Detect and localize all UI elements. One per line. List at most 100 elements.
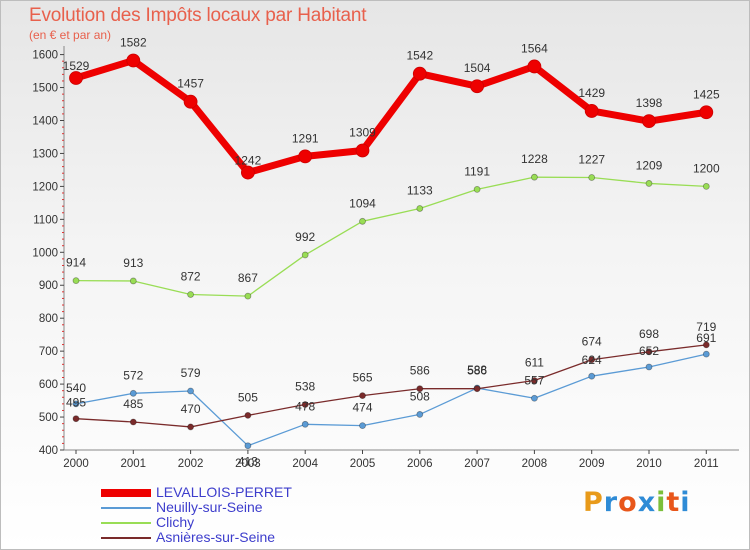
data-label: 913 bbox=[123, 256, 143, 270]
legend-label: Asnières-sur-Seine bbox=[156, 529, 276, 545]
data-label: 485 bbox=[123, 397, 143, 411]
data-point bbox=[588, 372, 596, 380]
data-point bbox=[527, 59, 542, 74]
y-tick-label: 1500 bbox=[32, 83, 58, 95]
data-point bbox=[645, 363, 653, 371]
data-label: 579 bbox=[181, 366, 201, 380]
data-label: 1242 bbox=[235, 154, 262, 168]
data-label: 505 bbox=[238, 390, 258, 404]
data-point bbox=[129, 418, 137, 426]
series-line-3 bbox=[75, 344, 707, 428]
logo-letter: o bbox=[618, 487, 638, 518]
data-point bbox=[416, 411, 424, 418]
x-tick-label: 2007 bbox=[464, 458, 490, 470]
data-point bbox=[183, 94, 198, 109]
data-label: 1228 bbox=[521, 152, 548, 166]
data-point bbox=[416, 385, 424, 393]
legend-swatch bbox=[101, 489, 151, 497]
data-label: 413 bbox=[238, 455, 258, 469]
data-point bbox=[244, 292, 252, 300]
x-tick-label: 2006 bbox=[407, 458, 433, 470]
data-point bbox=[244, 442, 252, 450]
data-point bbox=[72, 277, 80, 285]
y-tick-label: 1300 bbox=[32, 148, 58, 160]
logo-letter: P bbox=[583, 487, 604, 518]
data-point bbox=[588, 356, 596, 364]
series-line-2 bbox=[75, 176, 707, 297]
data-label: 588 bbox=[467, 363, 487, 377]
data-point bbox=[359, 392, 366, 400]
data-point bbox=[416, 205, 424, 212]
data-point bbox=[129, 389, 137, 397]
logo-letter: x bbox=[637, 487, 657, 518]
data-point bbox=[531, 377, 538, 384]
data-label: 1564 bbox=[521, 41, 548, 55]
y-tick-label: 800 bbox=[39, 313, 58, 325]
data-point bbox=[470, 79, 485, 94]
data-label: 624 bbox=[582, 353, 602, 367]
data-label: 698 bbox=[639, 327, 659, 341]
legend-swatch bbox=[101, 507, 151, 509]
data-point bbox=[240, 165, 255, 180]
y-tick-label: 1100 bbox=[33, 214, 58, 226]
data-label: 540 bbox=[66, 381, 86, 395]
x-tick-label: 2010 bbox=[636, 458, 662, 470]
legend-swatch bbox=[101, 537, 151, 539]
proxiti-logo: Proxiti bbox=[583, 487, 691, 518]
data-label: 1542 bbox=[406, 49, 433, 63]
x-tick-label: 2004 bbox=[292, 458, 318, 470]
data-label: 1457 bbox=[177, 77, 204, 91]
data-label: 1504 bbox=[464, 61, 491, 75]
data-label: 872 bbox=[181, 269, 201, 283]
data-point bbox=[72, 415, 80, 423]
data-point bbox=[588, 174, 596, 181]
legend-label: Neuilly-sur-Seine bbox=[156, 499, 263, 515]
data-label: 914 bbox=[66, 256, 86, 270]
data-label: 1094 bbox=[349, 196, 376, 210]
data-point bbox=[473, 385, 481, 393]
data-label: 867 bbox=[238, 271, 258, 285]
data-label: 557 bbox=[524, 373, 544, 387]
data-label: 1227 bbox=[578, 152, 605, 166]
legend-swatch bbox=[101, 522, 151, 524]
data-label: 508 bbox=[410, 389, 430, 403]
data-point bbox=[702, 182, 710, 190]
data-label: 1429 bbox=[578, 86, 605, 100]
data-label: 992 bbox=[295, 230, 315, 244]
data-point bbox=[645, 180, 653, 187]
data-point bbox=[702, 341, 710, 349]
data-point bbox=[531, 173, 538, 181]
data-label: 1191 bbox=[464, 164, 490, 178]
data-label: 1425 bbox=[693, 87, 720, 101]
data-point bbox=[187, 291, 195, 298]
data-point bbox=[355, 143, 370, 158]
x-tick-label: 2002 bbox=[178, 458, 204, 470]
data-label: 586 bbox=[467, 364, 487, 378]
data-label: 538 bbox=[295, 380, 315, 394]
data-point bbox=[702, 350, 710, 358]
x-tick-label: 2000 bbox=[63, 458, 89, 470]
legend-label: LEVALLOIS-PERRET bbox=[156, 484, 292, 500]
series-line-1 bbox=[75, 353, 707, 447]
data-point bbox=[126, 53, 141, 68]
data-label: 586 bbox=[410, 364, 430, 378]
data-point bbox=[129, 277, 137, 285]
data-point bbox=[298, 149, 313, 164]
x-tick-label: 2003 bbox=[235, 458, 261, 470]
data-point bbox=[187, 423, 195, 431]
data-label: 572 bbox=[123, 368, 143, 382]
y-tick-label: 600 bbox=[39, 379, 58, 391]
series-line-0 bbox=[72, 57, 710, 177]
data-label: 470 bbox=[181, 402, 201, 416]
data-point bbox=[72, 400, 80, 408]
chart-title: Evolution des Impôts locaux par Habitant bbox=[29, 5, 367, 26]
data-label: 1209 bbox=[636, 158, 663, 172]
y-tick-label: 1000 bbox=[32, 247, 58, 259]
data-label: 565 bbox=[352, 371, 372, 385]
data-point bbox=[359, 217, 366, 225]
x-tick-label: 2005 bbox=[350, 458, 376, 470]
data-label: 1398 bbox=[636, 96, 663, 110]
data-label: 674 bbox=[582, 335, 602, 349]
